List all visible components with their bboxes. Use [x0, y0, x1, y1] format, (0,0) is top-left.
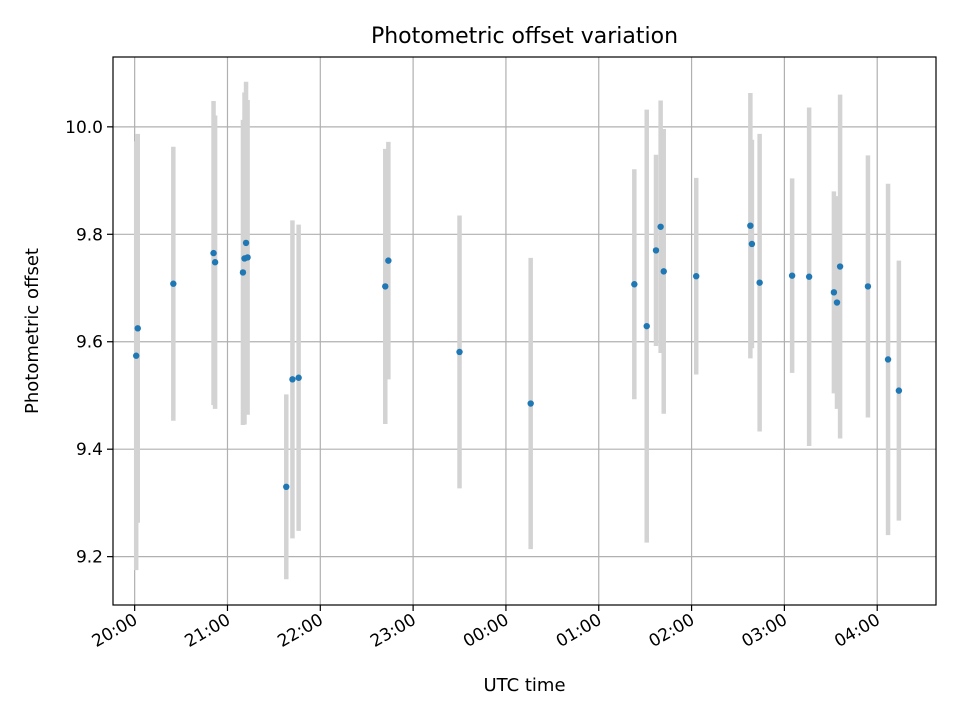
data-point: [382, 283, 389, 290]
data-points: [133, 222, 903, 491]
data-point: [805, 273, 813, 280]
data-point: [643, 322, 650, 330]
data-point: [657, 223, 664, 230]
data-point: [833, 299, 841, 306]
data-point: [660, 268, 667, 275]
data-point: [244, 254, 251, 261]
data-point: [527, 400, 534, 407]
data-point: [836, 263, 844, 270]
x-axis-label: UTC time: [483, 675, 565, 696]
data-point: [830, 289, 838, 296]
chart-title: Photometric offset variation: [371, 24, 678, 49]
data-point: [748, 240, 756, 248]
data-point: [864, 283, 872, 290]
data-point: [242, 239, 250, 247]
data-point: [693, 273, 700, 280]
data-point: [756, 279, 763, 286]
y-tick-label: 9.4: [76, 440, 103, 460]
data-point: [170, 280, 177, 287]
plot-frame: [112, 56, 937, 606]
data-point: [456, 348, 463, 356]
data-point: [747, 222, 754, 229]
data-point: [210, 249, 217, 257]
data-point: [133, 352, 140, 359]
data-point: [788, 272, 796, 279]
data-point: [211, 259, 219, 266]
data-point: [239, 269, 247, 276]
y-axis-ticks: 9.2 9.4 9.6 9.8 10.0: [65, 118, 113, 568]
y-tick-label: 9.8: [76, 225, 103, 245]
data-point: [283, 483, 290, 491]
data-point: [895, 387, 903, 394]
data-point: [134, 325, 141, 332]
y-tick-label: 10.0: [65, 118, 103, 138]
data-point: [295, 374, 302, 381]
data-point: [652, 247, 660, 254]
y-axis-label: Photometric offset: [22, 248, 43, 414]
data-point: [385, 257, 392, 264]
data-point: [631, 281, 638, 288]
y-tick-label: 9.2: [76, 548, 103, 568]
data-point: [289, 376, 296, 383]
y-tick-label: 9.6: [76, 333, 103, 353]
data-point: [884, 356, 892, 363]
